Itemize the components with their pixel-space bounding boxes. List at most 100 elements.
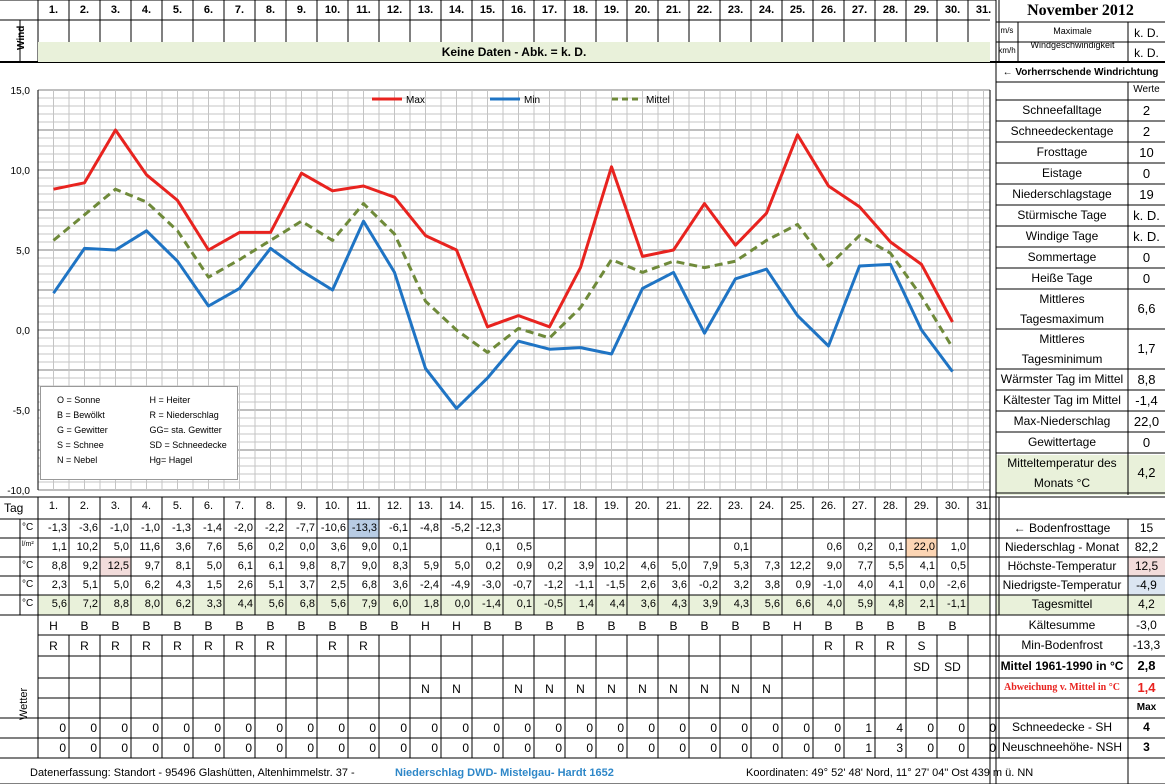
day-label: 2. [79, 500, 90, 512]
table-row-total: 82,2 [1134, 540, 1159, 554]
legend-code: R = Niederschlag [149, 410, 219, 420]
table-cell: -10,6 [320, 522, 346, 534]
table-cell: -2,4 [420, 579, 439, 591]
snow-cell: 0 [586, 741, 593, 755]
snow-cell: 0 [276, 721, 283, 735]
snow-cell: 0 [338, 721, 345, 735]
snow-cell: 0 [741, 721, 748, 735]
snow-cell: 0 [586, 721, 593, 735]
snow-max: 3 [1143, 740, 1150, 754]
wind-unit-kmh: km/h [998, 46, 1016, 55]
table-cell: 4,8 [888, 598, 904, 610]
weather-code: N [669, 682, 678, 696]
table-cell: 0,9 [795, 579, 811, 591]
snow-cell: 0 [338, 741, 345, 755]
snow-cell: 0 [152, 721, 159, 735]
day-header: 22. [696, 4, 713, 16]
day-header: 18. [572, 4, 589, 16]
footer-precip-source[interactable]: Niederschlag DWD- Mistelgau- Hardt 1652 [395, 767, 614, 779]
snow-cell: 0 [989, 741, 996, 755]
day-label: 24. [758, 500, 775, 512]
day-label: 18. [572, 500, 589, 512]
table-cell [720, 519, 749, 538]
stat-value: -1,4 [1135, 393, 1158, 408]
legend-row: N = Nebel Hg= Hagel [57, 453, 237, 468]
table-cell: 0,0 [919, 579, 935, 591]
table-cell: 8,8 [51, 560, 67, 572]
stat-value: 0 [1142, 250, 1151, 265]
table-cell: 0,5 [516, 541, 532, 553]
table-cell: 4,4 [609, 598, 625, 610]
snow-cell: 0 [958, 721, 965, 735]
table-cell [534, 519, 563, 538]
snow-cell: 0 [183, 741, 190, 755]
legend-code: Hg= Hagel [149, 455, 193, 465]
table-cell [410, 538, 439, 557]
weather-code: B [762, 619, 771, 633]
table-cell: 6,6 [795, 598, 811, 610]
table-cell: 0,1 [733, 541, 749, 553]
stat-value: 6,6 [1137, 301, 1156, 316]
table-cell: 7,3 [764, 560, 780, 572]
table-cell [534, 538, 563, 557]
day-label: 16. [510, 500, 527, 512]
table-cell: 5,0 [206, 560, 222, 572]
day-label: 1. [48, 500, 59, 512]
stat-value: 1,7 [1137, 341, 1156, 356]
table-cell [968, 519, 997, 538]
table-cell: 0,2 [485, 560, 501, 572]
table-cell: -5,2 [451, 522, 470, 534]
weather-code: B [514, 619, 523, 633]
day-label: 17. [541, 500, 558, 512]
day-header: 27. [851, 4, 868, 16]
snow-cell: 0 [214, 721, 221, 735]
extra-row-label: Min-Bodenfrost [1021, 638, 1103, 652]
table-cell: 1,8 [423, 598, 439, 610]
table-cell [813, 519, 842, 538]
day-header: 7. [234, 4, 245, 16]
stat-label: Mittleres Tagesmaximum [1019, 292, 1105, 326]
snow-cell: 0 [679, 721, 686, 735]
table-cell: 6,8 [299, 598, 315, 610]
table-cell: 8,7 [330, 560, 346, 572]
stat-label: Niederschlagstage [1012, 187, 1112, 201]
day-header: 24. [758, 4, 775, 16]
weather-code: R [80, 639, 89, 653]
table-cell: 4,0 [857, 579, 873, 591]
day-label: 3. [110, 500, 121, 512]
table-row-label: ← Bodenfrosttage [1013, 521, 1111, 535]
snow-cell: 0 [772, 721, 779, 735]
day-header: 26. [820, 4, 837, 16]
series-line-min [52, 219, 954, 410]
snow-cell: 0 [121, 721, 128, 735]
table-row-total: 4,2 [1138, 597, 1155, 611]
day-label: 20. [634, 500, 651, 512]
table-cell: 7,9 [361, 598, 377, 610]
weather-code: B [886, 619, 895, 633]
table-cell: 22,0 [913, 541, 935, 553]
table-cell: 0,5 [950, 560, 966, 572]
table-cell: 0,6 [826, 541, 842, 553]
table-cell: 5,9 [423, 560, 439, 572]
snow-label: Schneedecke - SH [1011, 720, 1113, 734]
snow-cell: 3 [896, 741, 903, 755]
day-label: 31. [975, 500, 992, 512]
day-header: 3. [110, 4, 121, 16]
weather-code: B [669, 619, 678, 633]
max-cell-fill [100, 557, 131, 576]
table-cell: 9,0 [826, 560, 842, 572]
table-cell [565, 519, 594, 538]
table-cell: 0,2 [857, 541, 873, 553]
table-cell: -1,0 [141, 522, 160, 534]
weather-code: B [328, 619, 337, 633]
weather-code: N [576, 682, 585, 696]
table-cell: 7,6 [206, 541, 222, 553]
table-cell: 5,9 [857, 598, 873, 610]
stat-value: 19 [1139, 187, 1154, 202]
day-header: 14. [448, 4, 465, 16]
table-cell: 6,2 [144, 579, 160, 591]
day-header: 9. [296, 4, 307, 16]
day-label: 5. [172, 500, 183, 512]
weather-code: B [111, 619, 120, 633]
weather-code: B [80, 619, 89, 633]
